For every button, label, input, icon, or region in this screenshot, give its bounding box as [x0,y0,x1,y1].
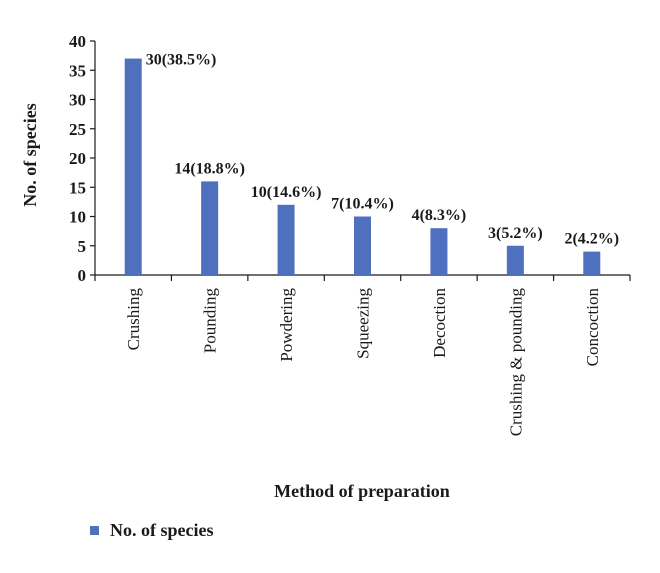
y-tick-label: 20 [69,149,86,168]
y-tick-label: 40 [69,32,86,51]
data-label: 30(38.5%) [146,52,217,69]
bar [124,58,142,275]
data-label: 14(18.8%) [174,160,245,177]
legend-label: No. of species [110,520,213,540]
x-axis-title: Method of preparation [274,481,450,501]
y-tick-label: 15 [69,178,86,197]
x-category-label: Crushing [124,288,143,351]
bar [506,245,524,275]
x-category-label: Crushing & pounding [506,288,525,437]
legend: No. of species [90,520,213,540]
category-labels-group: Crushing Pounding Powdering Squeezing Decoct… [124,288,602,437]
y-tick-label: 10 [69,208,86,227]
data-label: 7(10.4%) [331,196,394,213]
bar [354,216,371,275]
data-label: 3(5.2%) [488,225,543,242]
data-labels-group: 30(38.5%) 14(18.8%) 10(14.6%) 7(10.4%) 4(8.3… [146,52,619,248]
y-tick-label: 35 [69,61,86,80]
bar [430,228,448,275]
x-category-label: Concoction [583,288,602,367]
data-label: 2(4.2%) [564,231,619,248]
bar [583,251,601,275]
bars-group [124,58,601,275]
y-tick-label: 30 [69,91,86,110]
x-category-label: Squeezing [354,288,373,359]
y-axis-ticks: 0 5 10 15 20 25 30 35 40 [69,32,631,285]
data-label: 4(8.3%) [412,207,467,224]
y-tick-label: 5 [78,237,87,256]
x-category-label: Pounding [201,288,220,354]
x-category-label: Decoction [430,288,449,358]
bar [201,181,219,275]
legend-swatch [90,526,99,535]
x-category-label: Powdering [277,288,296,362]
y-axis-title: No. of species [20,103,40,206]
y-tick-label: 25 [69,120,86,139]
y-tick-label: 0 [78,266,87,285]
data-label: 10(14.6%) [251,184,322,201]
bar [277,204,295,275]
